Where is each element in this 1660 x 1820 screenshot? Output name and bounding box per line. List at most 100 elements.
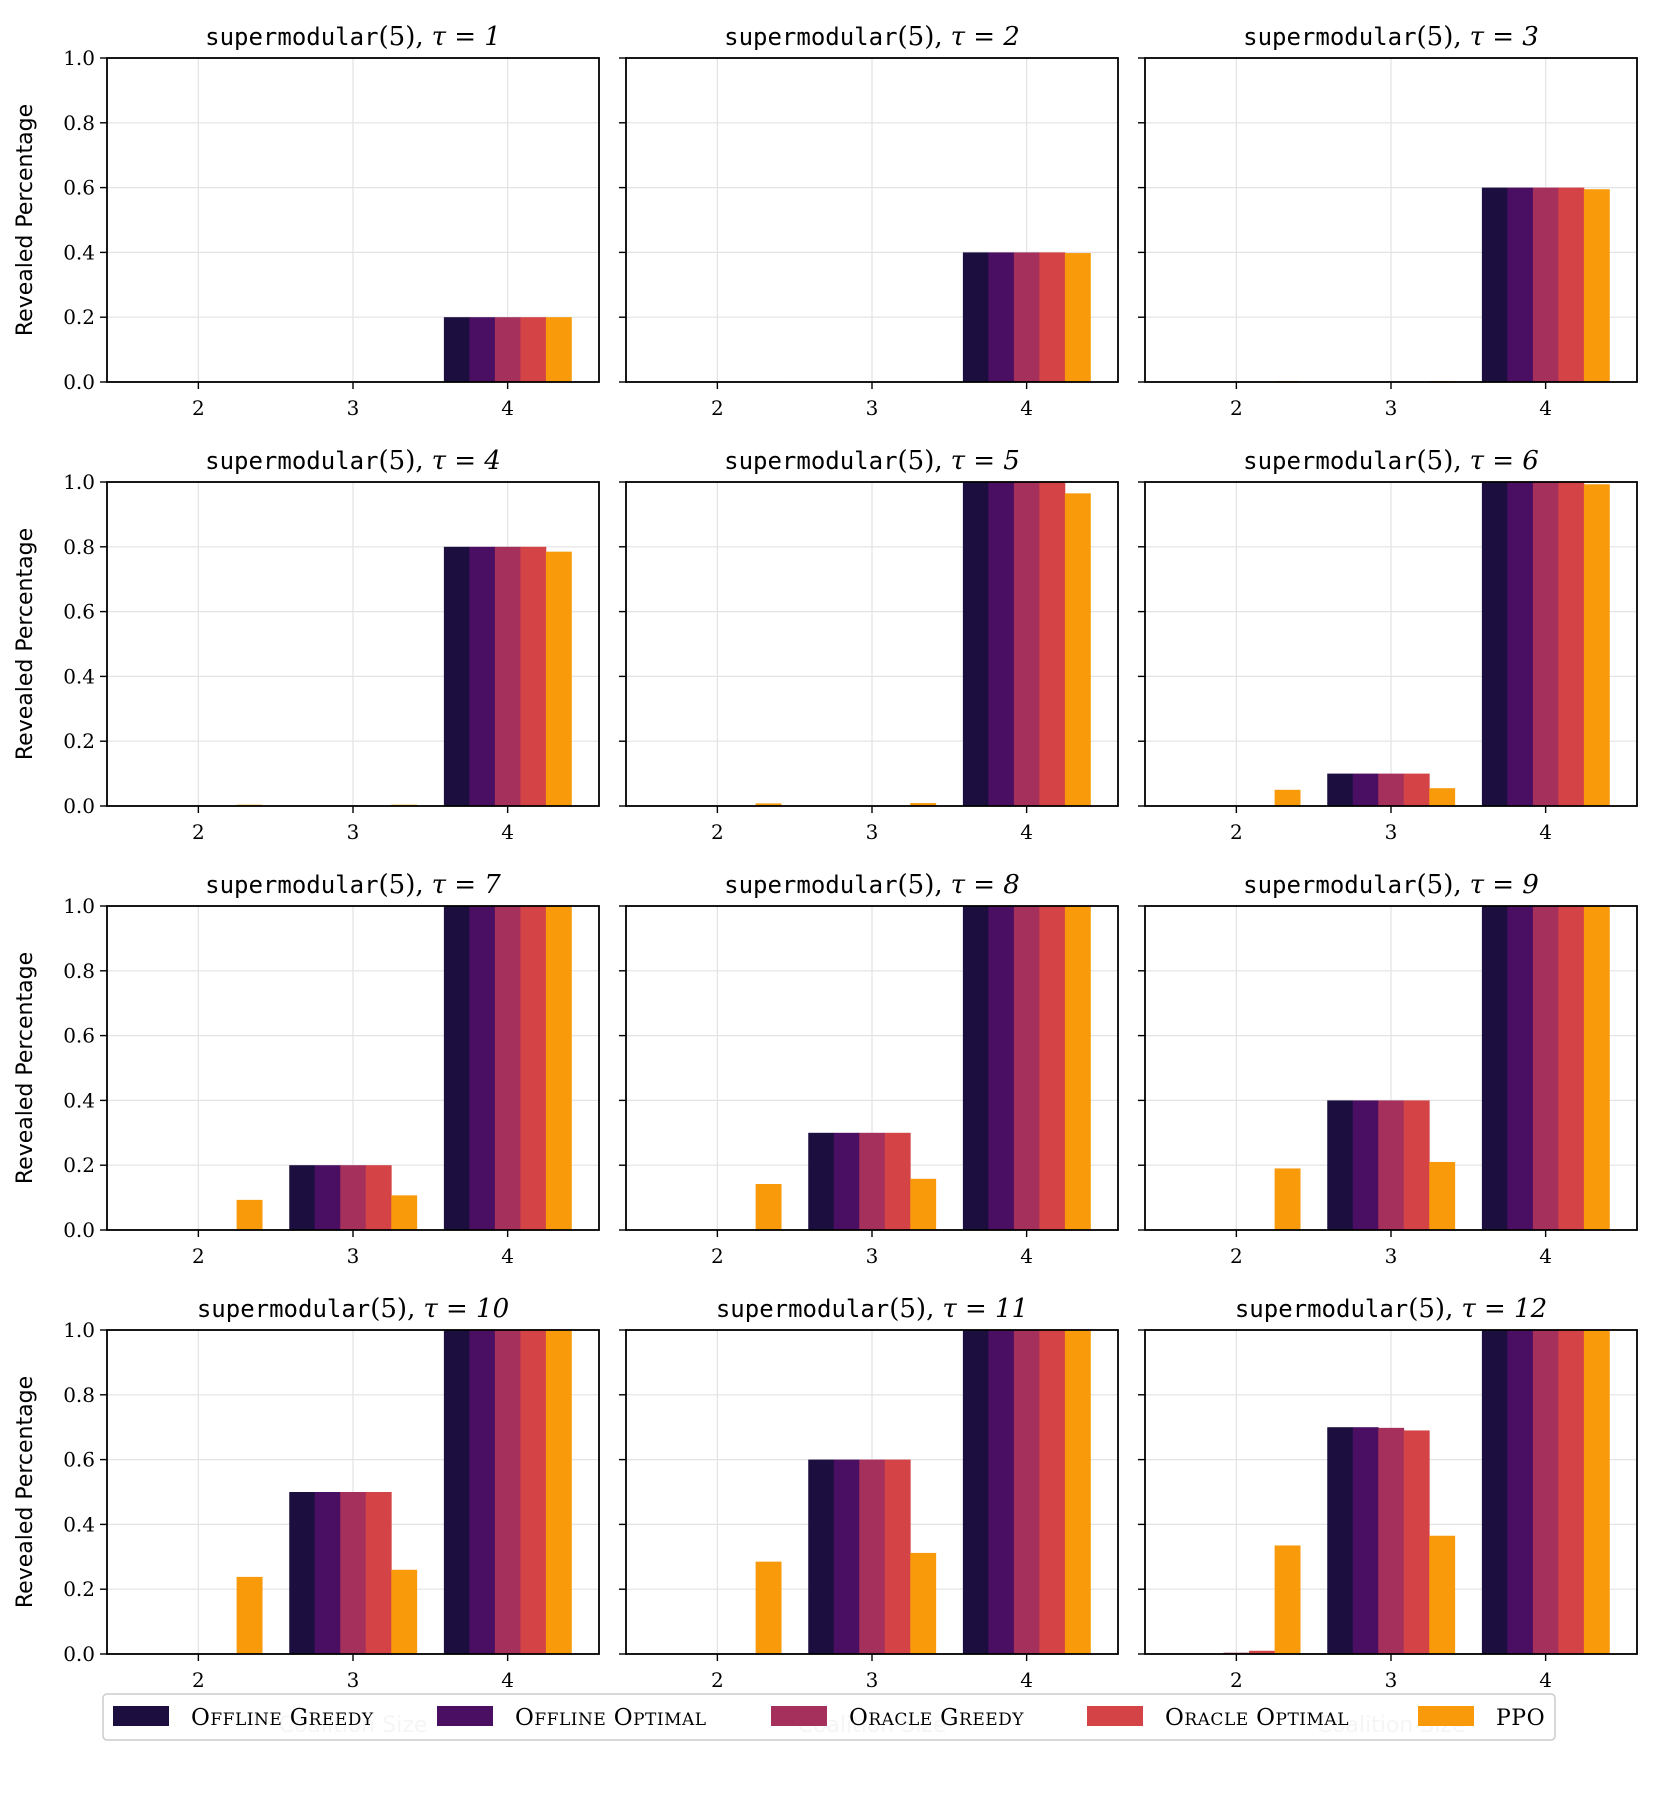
bar-4-offline-greedy xyxy=(443,317,470,382)
bar-3-offline-optimal xyxy=(1352,1100,1379,1230)
legend-label-rest: PTIMAL xyxy=(1276,1710,1349,1730)
bar-4-offline-greedy xyxy=(443,906,470,1230)
legend: OFFLINE GREEDY OFFLINE OPTIMAL ORACLE GREE… xyxy=(102,1693,1556,1741)
legend-label-space xyxy=(933,1706,941,1731)
bar-4-offline-greedy xyxy=(962,906,989,1230)
x-tick-label: 4 xyxy=(1020,1244,1033,1268)
bar-3-offline-optimal xyxy=(1352,773,1379,806)
bar-3-ppo xyxy=(910,1178,937,1230)
panel-title-arg: (5), xyxy=(379,22,424,52)
legend-label-space xyxy=(1249,1706,1257,1731)
y-tick-label: 0.8 xyxy=(63,111,95,135)
bar-4-offline-optimal xyxy=(988,906,1015,1230)
y-tick-label: 0.0 xyxy=(63,1218,95,1242)
bar-4-ppo xyxy=(545,1330,572,1654)
panel-title: supermodular(5), τ = 5 xyxy=(724,446,1020,476)
y-axis-label: Revealed Percentage xyxy=(13,528,38,760)
legend-label-cap: O xyxy=(1256,1705,1275,1731)
x-tick-label: 3 xyxy=(347,1668,360,1692)
x-tick-label: 4 xyxy=(501,396,514,420)
legend-label-cap: O xyxy=(849,1705,868,1731)
y-tick-label: 0.4 xyxy=(63,1512,95,1536)
panel-8: 2 3 4 supermodular(5), τ = 8 xyxy=(619,870,1119,1268)
legend-label-cap: O xyxy=(515,1705,534,1731)
bar-4-ppo xyxy=(1064,253,1091,382)
bar-3-ppo xyxy=(1429,788,1456,806)
y-tick-label: 0.8 xyxy=(63,959,95,983)
x-tick-label: 3 xyxy=(1385,1668,1398,1692)
y-tick-label: 0.4 xyxy=(63,1088,95,1112)
y-tick-label: 1.0 xyxy=(63,1318,95,1342)
legend-label-cap: G xyxy=(290,1705,309,1731)
bar-4-oracle-greedy xyxy=(1532,1330,1559,1654)
y-tick-label: 1.0 xyxy=(63,46,95,70)
bar-3-offline-greedy xyxy=(1327,773,1354,806)
bar-4-oracle-optimal xyxy=(1558,906,1585,1230)
x-tick-label: 4 xyxy=(1539,396,1552,420)
panel-title: supermodular(5), τ = 11 xyxy=(716,1294,1028,1324)
panel-4: 0.0 0.2 0.4 0.6 0.8 1.0 2 3 4 supermodular(5), τ =… xyxy=(13,446,600,844)
x-tick-label: 2 xyxy=(192,820,205,844)
bar-4-offline-greedy xyxy=(962,1330,989,1654)
x-tick-label: 4 xyxy=(1539,1668,1552,1692)
panel-title: supermodular(5), τ = 4 xyxy=(205,446,501,476)
legend-label-offline-optimal: OFFLINE OPTIMAL xyxy=(515,1705,707,1731)
bar-3-offline-optimal xyxy=(833,1132,860,1230)
panel-title: supermodular(5), τ = 2 xyxy=(724,22,1020,52)
bar-3-ppo xyxy=(391,1195,418,1230)
bar-3-ppo xyxy=(391,1569,418,1654)
panel-title-func: supermodular xyxy=(1235,1295,1408,1323)
panel-title-arg: (5), xyxy=(898,22,943,52)
legend-label-space xyxy=(606,1706,614,1731)
bar-4-offline-greedy xyxy=(962,482,989,806)
bar-4-offline-greedy xyxy=(443,546,470,806)
y-tick-label: 0.4 xyxy=(63,240,95,264)
panel-title-arg: (5), xyxy=(898,446,943,476)
panel-title-tau: τ = 2 xyxy=(951,22,1020,52)
y-axis-label: Revealed Percentage xyxy=(13,104,38,336)
bar-4-oracle-greedy xyxy=(1013,482,1040,806)
panel-title-func: supermodular xyxy=(724,23,897,51)
legend-swatch-offline-greedy xyxy=(113,1706,169,1726)
legend-label-rest: RACLE xyxy=(868,1710,932,1730)
bar-3-offline-optimal xyxy=(314,1165,341,1230)
bar-4-oracle-greedy xyxy=(1532,906,1559,1230)
legend-label-rest: RACLE xyxy=(1184,1710,1248,1730)
bar-4-oracle-optimal xyxy=(520,546,547,806)
bar-4-oracle-greedy xyxy=(494,546,521,806)
y-tick-label: 0.4 xyxy=(63,664,95,688)
x-tick-label: 2 xyxy=(1230,820,1243,844)
panel-title: supermodular(5), τ = 3 xyxy=(1243,22,1539,52)
x-tick-label: 3 xyxy=(347,396,360,420)
x-tick-label: 2 xyxy=(1230,1244,1243,1268)
panel-6: 2 3 4 supermodular(5), τ = 6 xyxy=(1138,446,1638,844)
y-axis-label: Revealed Percentage xyxy=(13,1376,38,1608)
bar-4-oracle-greedy xyxy=(1013,252,1040,382)
bar-4-oracle-optimal xyxy=(1039,252,1066,382)
legend-label-oracle-optimal: ORACLE OPTIMAL xyxy=(1165,1705,1349,1731)
panel-title-arg: (5), xyxy=(889,1294,934,1324)
y-tick-label: 0.8 xyxy=(63,1383,95,1407)
x-tick-label: 2 xyxy=(711,820,724,844)
panel-title: supermodular(5), τ = 12 xyxy=(1235,1294,1547,1324)
panel-title-arg: (5), xyxy=(379,446,424,476)
legend-swatch-oracle-optimal xyxy=(1087,1706,1143,1726)
legend-label-cap: O xyxy=(614,1705,633,1731)
y-tick-label: 0.2 xyxy=(63,729,95,753)
panel-title-func: supermodular xyxy=(724,871,897,899)
bar-4-ppo xyxy=(1064,493,1091,806)
bar-3-offline-optimal xyxy=(1352,1427,1379,1654)
bar-3-offline-greedy xyxy=(808,1459,835,1654)
bar-3-offline-optimal xyxy=(833,1459,860,1654)
x-tick-label: 3 xyxy=(866,396,879,420)
panel-title-func: supermodular xyxy=(724,447,897,475)
panel-title-func: supermodular xyxy=(205,447,378,475)
x-tick-label: 3 xyxy=(866,1668,879,1692)
panel-title-func: supermodular xyxy=(1243,871,1416,899)
bar-3-oracle-greedy xyxy=(1378,1100,1405,1230)
bar-4-oracle-optimal xyxy=(520,906,547,1230)
bar-4-offline-optimal xyxy=(1507,1330,1534,1654)
panel-title-tau: τ = 6 xyxy=(1470,446,1539,476)
bar-2-ppo xyxy=(1274,789,1301,806)
bar-4-oracle-greedy xyxy=(1013,906,1040,1230)
